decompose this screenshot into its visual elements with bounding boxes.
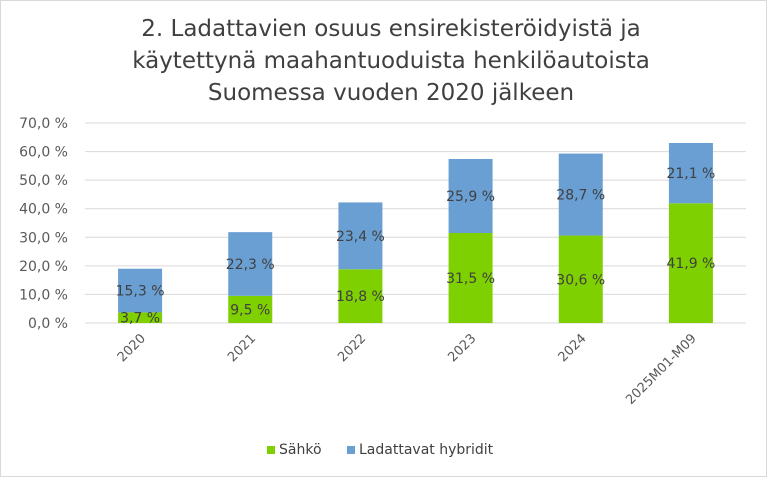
bar-segment-hybridit (558, 153, 603, 236)
bar-segment-sahko (668, 203, 713, 323)
x-tick-label: 2022 (335, 331, 369, 365)
legend-swatch-hybridit (347, 446, 355, 454)
y-tick-label: 50,0 % (19, 173, 68, 189)
y-tick-label: 20,0 % (19, 259, 68, 275)
x-tick-label: 2025M01-M09 (623, 331, 700, 408)
y-tick-label: 60,0 % (19, 145, 68, 161)
legend-swatch-sahko (267, 446, 275, 454)
x-tick-label: 2023 (445, 331, 479, 365)
data-label: 31,5 % (446, 271, 495, 287)
data-label: 21,1 % (666, 166, 715, 182)
data-label: 15,3 % (116, 284, 165, 300)
y-tick-label: 10,0 % (19, 287, 68, 303)
chart-title: 2. Ladattavien osuus ensirekisteröidyist… (132, 16, 650, 106)
x-tick-label: 2020 (115, 331, 149, 365)
title-line-1: 2. Ladattavien osuus ensirekisteröidyist… (141, 16, 641, 42)
y-tick-label: 0,0 % (28, 316, 68, 332)
bar-segment-sahko (448, 233, 493, 323)
x-tick-label: 2024 (556, 331, 590, 365)
bar-segment-sahko (118, 312, 163, 323)
y-tick-label: 40,0 % (19, 202, 68, 218)
bar-segment-hybridit (448, 159, 493, 233)
bar-segment-hybridit (338, 202, 383, 270)
data-label: 41,9 % (666, 256, 715, 272)
title-line-3: Suomessa vuoden 2020 jälkeen (208, 80, 574, 106)
data-label: 3,7 % (120, 311, 160, 327)
bar-segment-sahko (228, 295, 273, 323)
y-tick-label: 70,0 % (19, 116, 68, 132)
data-label: 22,3 % (226, 257, 275, 273)
data-label: 18,8 % (336, 289, 385, 305)
legend-label-hybridit: Ladattavat hybridit (359, 442, 494, 458)
data-label: 23,4 % (336, 229, 385, 245)
legend: Sähkö Ladattavat hybridit (267, 442, 494, 458)
data-label: 30,6 % (556, 272, 605, 288)
bar-segment-hybridit (118, 268, 163, 313)
bar-segment-sahko (338, 269, 383, 323)
bar-segment-hybridit (668, 143, 713, 204)
data-label: 25,9 % (446, 189, 495, 205)
y-tick-label: 30,0 % (19, 230, 68, 246)
bar-segment-hybridit (228, 232, 273, 296)
data-label: 9,5 % (230, 302, 270, 318)
bar-segment-sahko (558, 235, 603, 323)
legend-label-sahko: Sähkö (279, 442, 322, 458)
x-tick-label: 2021 (225, 331, 259, 365)
data-label: 28,7 % (556, 188, 605, 204)
title-line-2: käytettynä maahantuoduista henkilöautois… (132, 48, 650, 74)
